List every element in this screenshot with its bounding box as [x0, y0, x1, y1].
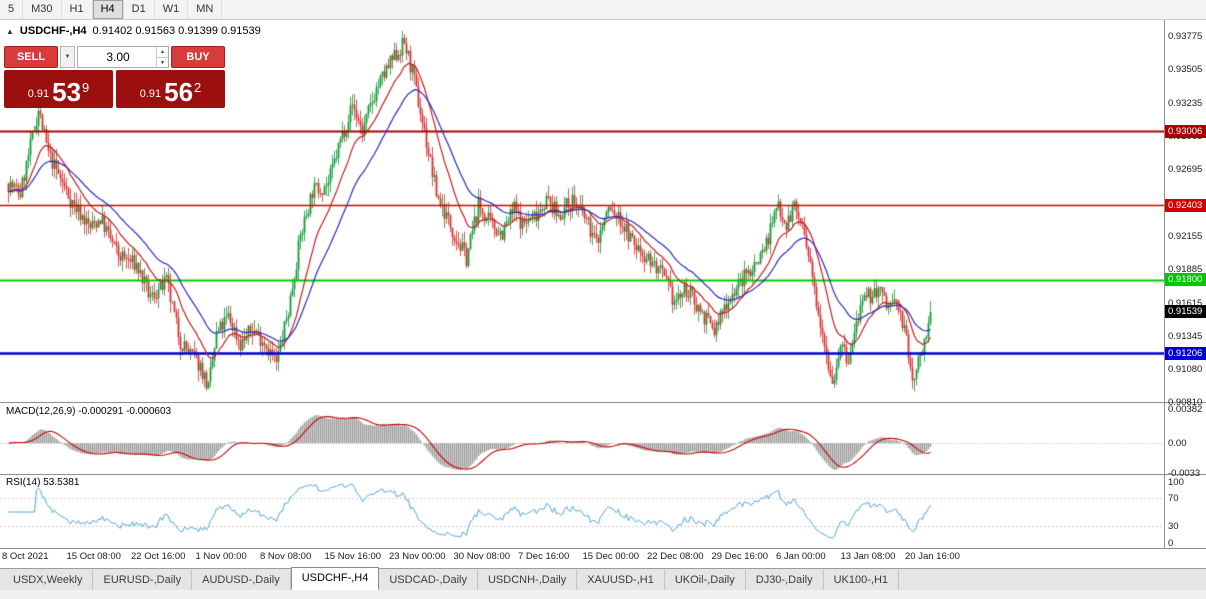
price-level-badge: 0.91800 — [1165, 273, 1206, 287]
chart-tab-ukoil-daily[interactable]: UKOil-,Daily — [665, 570, 746, 590]
macd-indicator-label: MACD(12,26,9) -0.000291 -0.000603 — [6, 406, 172, 417]
rsi-indicator-label: RSI(14) 53.5381 — [6, 477, 80, 488]
chart-tab-uk100-h1[interactable]: UK100-,H1 — [824, 570, 900, 590]
timeframe-button-h4[interactable]: H4 — [92, 0, 124, 19]
timeframe-button-w1[interactable]: W1 — [155, 0, 189, 19]
time-axis: 8 Oct 2021 15 Oct 08:00 22 Oct 16:00 1 Nov … — [0, 551, 1164, 565]
sell-price-prefix: 0.91 — [27, 88, 50, 100]
time-axis-label: 7 Dec 16:00 — [518, 551, 570, 562]
rsi-axis-tick: 100 — [1168, 477, 1184, 488]
volume-field[interactable]: 3.00 ▲ ▼ — [77, 46, 169, 68]
timeframe-toolbar: 5 M30 H1 H4 D1 W1 MN — [0, 0, 1206, 20]
chart-tab-usdx-weekly[interactable]: USDX,Weekly — [3, 570, 94, 590]
time-axis-label: 8 Nov 08:00 — [260, 551, 312, 562]
time-axis-label: 8 Oct 2021 — [2, 551, 49, 562]
time-axis-label: 13 Jan 08:00 — [840, 551, 896, 562]
chart-tabs-bar: USDX,Weekly EURUSD-,Daily AUDUSD-,Daily USD… — [0, 567, 1206, 590]
price-level-badge: 0.93006 — [1165, 124, 1206, 138]
volume-increase-icon[interactable]: ▲ — [157, 47, 168, 58]
buy-price-prefix: 0.91 — [139, 88, 162, 100]
price-axis-tick: 0.91080 — [1168, 363, 1203, 375]
volume-input[interactable]: 3.00 — [106, 50, 130, 64]
price-level-badge: 0.92403 — [1165, 198, 1206, 212]
buy-price-display[interactable]: 0.91 56 2 — [116, 70, 225, 108]
price-axis-tick: 0.92695 — [1168, 164, 1203, 176]
price-level-badge: 0.91206 — [1165, 346, 1206, 360]
chart-tab-eurusd-daily[interactable]: EURUSD-,Daily — [93, 570, 193, 590]
rsi-axis-tick: 30 — [1168, 521, 1179, 533]
rsi-axis-tick: 70 — [1168, 492, 1179, 504]
time-axis-label: 22 Dec 08:00 — [647, 551, 704, 562]
price-chart-canvas[interactable] — [0, 20, 1164, 548]
timeframe-button-5[interactable]: 5 — [0, 0, 24, 19]
time-axis-label: 23 Nov 00:00 — [389, 551, 446, 562]
time-axis-label: 15 Oct 08:00 — [66, 551, 121, 562]
time-axis-label: 20 Jan 16:00 — [905, 551, 960, 562]
time-axis-label: 22 Oct 16:00 — [131, 551, 186, 562]
timeframe-button-mn[interactable]: MN — [188, 0, 223, 19]
chart-tab-usdchf-h4[interactable]: USDCHF-,H4 — [290, 567, 380, 590]
time-axis-label: 29 Dec 16:00 — [711, 551, 769, 562]
macd-axis-tick: -0.0033 — [1168, 467, 1201, 479]
chart-tab-usdcad-daily[interactable]: USDCAD-,Daily — [379, 570, 478, 590]
buy-price-pip-digit: 2 — [194, 80, 202, 95]
chart-symbol-label: USDCHF-,H4 — [19, 25, 87, 37]
volume-dropdown-icon[interactable]: ▼ — [60, 46, 75, 68]
macd-rsi-panel-divider[interactable] — [0, 474, 1206, 475]
sell-price-pip-digit: 9 — [82, 80, 90, 95]
timeframe-button-h1[interactable]: H1 — [62, 0, 93, 19]
chart-tab-usdcnh-daily[interactable]: USDCNH-,Daily — [478, 570, 578, 590]
price-axis-tick: 0.91345 — [1168, 330, 1203, 342]
price-axis-tick: 0.93505 — [1168, 64, 1203, 76]
price-axis-tick: 0.93235 — [1168, 97, 1203, 109]
chart-ohlc-values: 0.91402 0.91563 0.91399 0.91539 — [92, 25, 261, 37]
sell-price-big-digits: 53 — [52, 77, 82, 107]
time-axis-label: 15 Nov 16:00 — [324, 551, 382, 562]
sell-price-display[interactable]: 0.91 53 9 — [4, 70, 113, 108]
price-axis-separator — [1164, 20, 1165, 548]
price-axis-tick: 0.92155 — [1168, 230, 1203, 242]
price-axis-tick: 0.90810 — [1168, 396, 1203, 408]
buy-button[interactable]: BUY — [171, 46, 225, 68]
one-click-trade-panel: SELL ▼ 3.00 ▲ ▼ BUY 0.91 53 9 0.91 56 2 — [4, 46, 225, 108]
price-level-badge: 0.91539 — [1165, 305, 1206, 319]
volume-decrease-icon[interactable]: ▼ — [160, 60, 165, 66]
main-macd-panel-divider[interactable] — [0, 402, 1206, 403]
price-axis-tick: 0.91885 — [1168, 264, 1203, 276]
price-axis-tick: 0.91615 — [1168, 297, 1203, 309]
buy-price-big-digits: 56 — [164, 77, 194, 107]
status-bar — [0, 590, 1206, 599]
price-axis-tick: 0.93775 — [1168, 31, 1203, 43]
macd-axis-tick: 0.00 — [1168, 438, 1187, 450]
rsi-axis-tick: 0 — [1168, 538, 1174, 549]
timeframe-button-d1[interactable]: D1 — [124, 0, 155, 19]
price-axis: 0.937750.935050.932350.929650.926950.924… — [1165, 20, 1206, 549]
volume-stepper: ▲ ▼ — [156, 47, 168, 67]
time-axis-label: 6 Jan 00:00 — [776, 551, 826, 562]
one-click-panel-toggle-icon[interactable]: ▲ — [6, 27, 14, 36]
chart-tab-xauusd-h1[interactable]: XAUUSD-,H1 — [577, 570, 665, 590]
chart-tab-audusd-daily[interactable]: AUDUSD-,Daily — [192, 570, 291, 590]
time-axis-label: 1 Nov 00:00 — [195, 551, 247, 562]
sell-button[interactable]: SELL — [4, 46, 58, 68]
time-axis-divider — [0, 548, 1206, 549]
chart-header: ▲ USDCHF-,H4 0.91402 0.91563 0.91399 0.9… — [6, 25, 261, 37]
timeframe-button-m30[interactable]: M30 — [23, 0, 62, 19]
macd-axis-tick: 0.00382 — [1168, 403, 1203, 415]
chart-tab-dj30-daily[interactable]: DJ30-,Daily — [746, 570, 824, 590]
time-axis-label: 30 Nov 08:00 — [453, 551, 511, 562]
time-axis-label: 15 Dec 00:00 — [582, 551, 640, 562]
